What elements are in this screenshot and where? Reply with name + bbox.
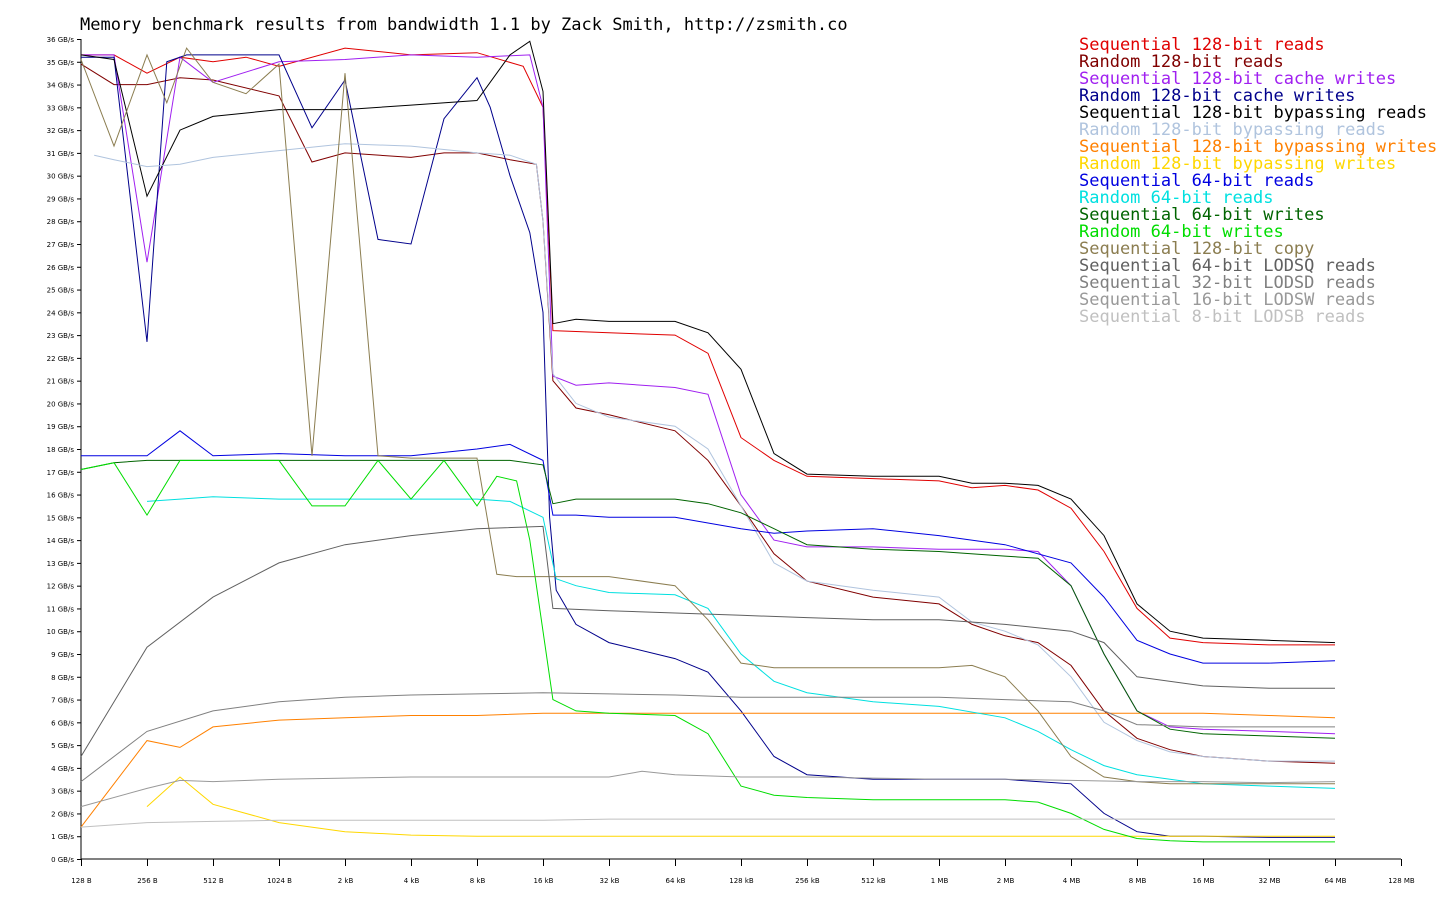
y-tick-label: 14 GB/s — [47, 537, 75, 545]
y-tick-label: 7 GB/s — [51, 697, 74, 705]
y-tick-label: 19 GB/s — [47, 423, 75, 431]
x-tick-label: 128 kB — [729, 877, 754, 885]
series-line-2 — [80, 63, 1336, 764]
y-tick-label: 3 GB/s — [51, 788, 74, 796]
x-tick-label: 8 kB — [470, 877, 486, 885]
y-tick-label: 26 GB/s — [47, 264, 75, 272]
legend: Sequential 128-bit reads Random 128-bit r… — [1079, 37, 1437, 326]
y-tick-label: 33 GB/s — [47, 104, 75, 112]
y-tick-label: 4 GB/s — [51, 765, 74, 773]
series-line-15 — [80, 692, 1335, 782]
legend-entry-11: Sequential 64-bit writes — [1079, 205, 1325, 225]
legend-entry-9: Sequential 64-bit reads — [1079, 171, 1315, 191]
legend-entry-17: Sequential 8-bit LODSB reads — [1079, 307, 1366, 327]
legend-entry-5: Sequential 128-bit bypassing reads — [1079, 103, 1427, 123]
y-tick-label: 20 GB/s — [47, 400, 75, 408]
y-tick-label: 11 GB/s — [47, 605, 75, 613]
legend-entry-14: Sequential 64-bit LODSQ reads — [1079, 256, 1376, 276]
x-tick-label: 64 kB — [666, 877, 686, 885]
y-tick-label: 6 GB/s — [51, 719, 74, 727]
y-tick-label: 30 GB/s — [47, 173, 75, 181]
x-tick-label: 128 B — [71, 877, 92, 885]
series-line-14 — [80, 525, 1335, 757]
x-tick-label: 32 MB — [1259, 877, 1281, 885]
legend-entry-12: Random 64-bit writes — [1079, 222, 1284, 242]
x-tick-label: 1 MB — [931, 877, 949, 885]
y-tick-label: 21 GB/s — [47, 378, 75, 386]
y-tick-label: 34 GB/s — [47, 82, 75, 90]
y-tick-label: 12 GB/s — [47, 583, 75, 591]
series-line-17 — [80, 818, 1335, 828]
y-tick-label: 31 GB/s — [47, 150, 75, 158]
x-tick-label: 256 B — [137, 877, 158, 885]
y-tick-label: 25 GB/s — [47, 287, 75, 295]
legend-entry-15: Sequential 32-bit LODSD reads — [1079, 273, 1376, 293]
y-tick-label: 23 GB/s — [47, 332, 75, 340]
axes: 0 GB/s 1 GB/s 2 GB/s 3 GB/s 4 GB/s 5 GB/s 6 GB… — [47, 36, 1415, 885]
series-line-16 — [80, 770, 1336, 808]
legend-entry-8: Random 128-bit bypassing writes — [1079, 154, 1397, 174]
legend-entry-2: Random 128-bit reads — [1079, 52, 1284, 72]
x-tick-label: 512 kB — [861, 877, 886, 885]
x-tick-label: 8 MB — [1129, 877, 1147, 885]
legend-entry-13: Sequential 128-bit copy — [1079, 239, 1315, 259]
series-line-4 — [81, 54, 1335, 838]
series-line-12 — [80, 459, 1335, 843]
series-line-1 — [81, 47, 1335, 646]
x-tick-label: 256 kB — [795, 877, 820, 885]
series-line-7 — [80, 712, 1336, 828]
x-tick-label: 64 MB — [1325, 877, 1347, 885]
y-tick-label: 13 GB/s — [47, 560, 75, 568]
y-tick-label: 1 GB/s — [51, 833, 74, 841]
x-tick-label: 4 kB — [404, 877, 420, 885]
y-tick-label: 16 GB/s — [47, 492, 75, 500]
y-tick-label: 0 GB/s — [51, 856, 74, 864]
y-tick-label: 29 GB/s — [47, 195, 75, 203]
legend-entry-3: Sequential 128-bit cache writes — [1079, 69, 1397, 89]
y-tick-label: 24 GB/s — [47, 309, 75, 317]
y-tick-label: 36 GB/s — [47, 36, 75, 44]
series-line-10 — [146, 496, 1336, 789]
x-tick-label: 16 kB — [534, 877, 554, 885]
y-tick-label: 22 GB/s — [47, 355, 75, 363]
x-tick-label: 128 MB — [1388, 877, 1415, 885]
legend-entry-10: Random 64-bit reads — [1079, 188, 1274, 208]
legend-entry-4: Random 128-bit cache writes — [1079, 86, 1356, 106]
y-tick-label: 18 GB/s — [47, 446, 75, 454]
y-tick-label: 5 GB/s — [51, 742, 74, 750]
x-tick-label: 2 kB — [338, 877, 354, 885]
series-line-9 — [81, 430, 1336, 664]
y-tick-label: 9 GB/s — [51, 651, 74, 659]
y-tick-label: 35 GB/s — [47, 59, 75, 67]
y-tick-label: 17 GB/s — [47, 469, 75, 477]
legend-entry-6: Random 128-bit bypassing reads — [1079, 120, 1387, 140]
x-tick-label: 16 MB — [1193, 877, 1215, 885]
series-line-5 — [80, 40, 1336, 644]
y-tick-label: 15 GB/s — [47, 514, 75, 522]
legend-entry-16: Sequential 16-bit LODSW reads — [1079, 290, 1376, 310]
y-tick-label: 10 GB/s — [47, 628, 75, 636]
y-tick-label: 27 GB/s — [47, 241, 75, 249]
chart-title: Memory benchmark results from bandwidth … — [80, 15, 848, 35]
legend-entry-1: Sequential 128-bit reads — [1079, 35, 1325, 55]
series-layer — [80, 40, 1336, 843]
y-tick-label: 8 GB/s — [51, 674, 74, 682]
x-tick-label: 512 B — [203, 877, 224, 885]
x-tick-label: 32 kB — [600, 877, 620, 885]
y-tick-label: 28 GB/s — [47, 218, 75, 226]
y-tick-label: 32 GB/s — [47, 127, 75, 135]
legend-entry-7: Sequential 128-bit bypassing writes — [1079, 137, 1438, 157]
x-tick-label: 2 MB — [997, 877, 1015, 885]
series-line-6 — [94, 143, 1335, 762]
series-line-13 — [80, 47, 1335, 785]
x-tick-label: 4 MB — [1063, 877, 1081, 885]
series-line-8 — [146, 776, 1335, 837]
y-tick-label: 2 GB/s — [51, 810, 74, 818]
x-tick-label: 1024 B — [267, 877, 292, 885]
